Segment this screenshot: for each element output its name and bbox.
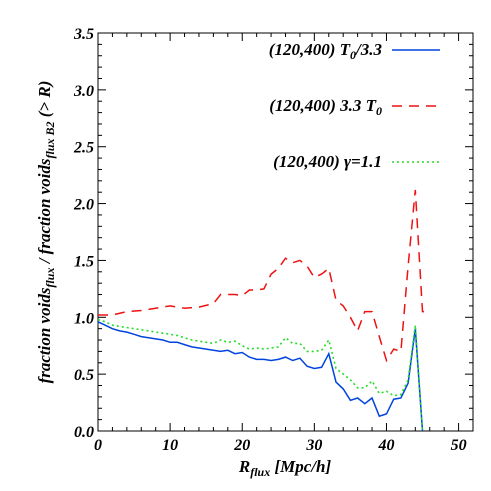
legend-main: (120,400) γ=1.1 — [273, 152, 382, 171]
legend-sub: 0 — [376, 104, 382, 118]
legend-label-2: (120,400) 3.3 T0 — [269, 96, 382, 118]
ticks: 0 10 20 30 40 50 0.0 0.5 1.0 1.5 2.0 2.5 3.0 3.5 — [73, 26, 473, 454]
x-axis-label: Rflux [Mpc/h] — [238, 457, 332, 479]
x-tick-label: 50 — [451, 437, 467, 454]
y-tick-label: 0.5 — [74, 367, 94, 384]
x-tick-label: 20 — [233, 437, 250, 454]
y-axis-label: fraction voidsflux / fraction voidsflux … — [35, 81, 57, 384]
x-tick-label: 40 — [377, 437, 394, 454]
y-tick-label: 3.0 — [73, 83, 94, 100]
legend-main: (120,400) T — [269, 40, 351, 59]
y-tick-label: 2.5 — [73, 140, 94, 157]
legend: (120,400) T0/3.3(120,400) 3.3 T0(120,400… — [269, 40, 440, 171]
y-tick-label: 3.5 — [73, 26, 94, 43]
y-tick-label: 2.0 — [73, 197, 94, 214]
x-tick-label: 0 — [94, 437, 102, 454]
series-line-1 — [97, 321, 424, 432]
series-layer — [97, 189, 430, 432]
x-tick-label: 10 — [162, 437, 178, 454]
y-tick-label: 0.0 — [74, 424, 94, 441]
y-tick-label: 1.5 — [74, 253, 94, 270]
legend-label-1: (120,400) T0/3.3 — [269, 40, 383, 62]
legend-label-3: (120,400) γ=1.1 — [273, 152, 382, 171]
x-tick-label: 30 — [305, 437, 322, 454]
legend-sub: 0 — [350, 48, 356, 62]
y-tick-label: 1.0 — [74, 310, 94, 327]
plot-frame — [97, 32, 474, 432]
legend-main: (120,400) 3.3 T — [269, 96, 376, 115]
series-line-2 — [98, 189, 430, 363]
legend-tail: /3.3 — [354, 40, 382, 59]
series-line-3 — [97, 318, 424, 432]
